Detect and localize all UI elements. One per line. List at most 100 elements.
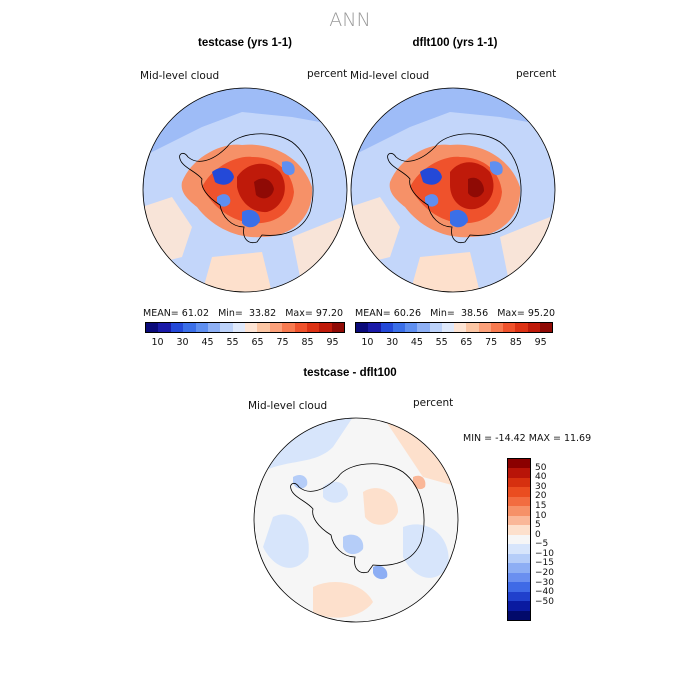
panel3-colorbar [507,458,531,621]
colorbar-swatch [490,323,503,332]
colorbar-swatch [508,572,530,583]
colorbar-swatch [508,459,530,469]
colorbar-swatch [158,323,171,332]
panel2-min: 38.56 [460,308,489,319]
colorbar-swatch [183,323,196,332]
colorbar-swatch [527,323,540,332]
colorbar-swatch [508,506,530,516]
colorbar-swatch [508,468,530,478]
colorbar-swatch [508,553,530,564]
colorbar-swatch [392,323,405,332]
colorbar-swatch [405,323,418,332]
colorbar-swatch [508,515,530,526]
colorbar-swatch [319,323,332,332]
colorbar-swatch [466,323,479,332]
colorbar-tick-label: 50 [535,462,547,473]
colorbar-tick-label: −30 [535,577,554,588]
panel1-min: 33.82 [248,308,277,319]
colorbar-swatch [245,323,258,332]
colorbar-swatch [515,323,528,332]
colorbar-tick-label: 20 [535,491,547,502]
colorbar-tick-label: −40 [535,587,554,598]
panel1-max: 97.20 [315,308,344,319]
colorbar-swatch [269,323,283,332]
colorbar-tick-label: 0 [535,529,541,540]
panel1-units: percent [307,68,348,80]
colorbar-swatch [294,323,307,332]
colorbar-tick-label: 95 [326,337,339,348]
colorbar-swatch [508,544,530,554]
panel2-variable: Mid-level cloud [350,70,430,82]
colorbar-tick-label: −15 [535,558,554,569]
colorbar-tick-label: −20 [535,568,554,579]
colorbar-swatch [146,323,159,332]
colorbar-swatch [508,610,530,620]
panel3-stats: MIN = -14.42 MAX = 11.69 [463,433,592,444]
colorbar-swatch [508,496,530,507]
panel3-colorbar-ticks: 50 40 30 20 15 10 5 0 −5 −10 −15 −20 −30 −40 −50 [535,458,575,621]
colorbar-tick-label: 45 [410,337,423,348]
colorbar-tick-label: −5 [535,539,549,550]
colorbar-tick-label: 40 [535,472,547,483]
colorbar-tick-label: 45 [201,337,214,348]
panel1-variable: Mid-level cloud [140,70,220,82]
colorbar-swatch [232,323,245,332]
colorbar-swatch [508,601,530,611]
colorbar-tick-label: 85 [301,337,314,348]
panel2-map [350,87,556,293]
colorbar-tick-label: 75 [276,337,289,348]
colorbar-swatch [257,323,270,332]
figure-title: ANN [329,9,371,31]
colorbar-swatch [478,323,491,332]
panel3-variable: Mid-level cloud [248,400,328,412]
colorbar-swatch [380,323,393,332]
colorbar-swatch [503,323,516,332]
panel1-title: testcase (yrs 1-1) [198,37,292,49]
colorbar-tick-label: 75 [485,337,498,348]
colorbar-tick-label: 10 [151,337,164,348]
colorbar-swatch [306,323,320,332]
colorbar-tick-label: 10 [361,337,374,348]
colorbar-swatch [441,323,454,332]
colorbar-tick-label: 5 [535,520,541,531]
colorbar-tick-label: −50 [535,596,554,607]
colorbar-swatch [195,323,208,332]
colorbar-swatch [508,591,530,602]
colorbar-tick-label: 65 [251,337,264,348]
colorbar-swatch [454,323,467,332]
colorbar-swatch [282,323,295,332]
colorbar-tick-label: 55 [226,337,239,348]
panel2-stats: MEAN= 60.26 Min= 38.56 Max= 95.20 [355,308,556,319]
panel2-colorbar [355,322,553,333]
colorbar-tick-label: 85 [509,337,522,348]
colorbar-swatch [539,323,552,332]
colorbar-tick-label: 65 [460,337,473,348]
panel1-mean: 61.02 [181,308,209,319]
colorbar-swatch [220,323,233,332]
colorbar-tick-label: 10 [535,510,547,521]
panel1-stats: MEAN= 61.02 Min= 33.82 Max= 97.20 [143,308,344,319]
colorbar-swatch [508,487,530,497]
antarctica-coastline [290,463,425,574]
panel3-map [253,417,459,623]
colorbar-tick-label: 95 [534,337,547,348]
colorbar-swatch [207,323,221,332]
colorbar-swatch [356,323,369,332]
colorbar-swatch [368,323,381,332]
colorbar-tick-label: 30 [535,481,547,492]
colorbar-tick-label: 30 [176,337,189,348]
panel2-units: percent [516,68,557,80]
antarctica-coastline [387,133,522,244]
colorbar-swatch [508,582,530,592]
colorbar-swatch [508,563,530,573]
colorbar-swatch [429,323,442,332]
colorbar-swatch [508,534,530,545]
colorbar-swatch [508,525,530,535]
panel1-colorbar [145,322,345,333]
panel2-title: dflt100 (yrs 1-1) [412,37,498,49]
colorbar-tick-label: 30 [386,337,399,348]
panel3-units: percent [413,397,454,409]
panel2-mean: 60.26 [393,308,421,319]
antarctica-coastline [179,133,314,244]
colorbar-swatch [417,323,430,332]
